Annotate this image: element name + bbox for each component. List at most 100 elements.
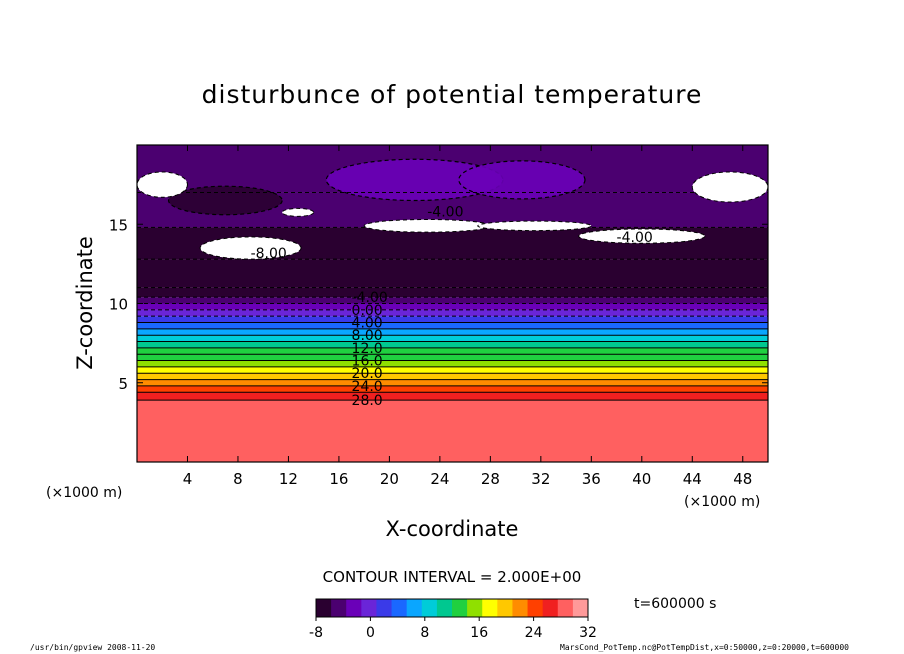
field-layer <box>137 287 768 298</box>
x-tick-label: 36 <box>582 470 601 488</box>
colorbar-swatch <box>542 599 559 617</box>
blank-region <box>363 218 491 233</box>
contour-label: 20.0 <box>352 366 383 382</box>
x-tick-label: 44 <box>683 470 702 488</box>
x-tick-label: 24 <box>430 470 449 488</box>
x-axis-label: X-coordinate <box>386 517 519 541</box>
field-layer <box>137 373 768 380</box>
colorbar-swatch <box>497 599 513 617</box>
x-tick-label: 12 <box>279 470 298 488</box>
colorbar-ticks: -8 0 8 16 24 32 <box>309 617 597 641</box>
x-axis-unit: (×1000 m) <box>684 494 760 510</box>
plot-area <box>137 145 768 462</box>
colorbar-swatch <box>331 599 347 617</box>
contour-label: 24.0 <box>352 379 383 395</box>
field-layer <box>137 379 768 386</box>
colorbar-swatch <box>527 599 544 617</box>
footer-right: MarsCond_PotTemp.nc@PotTempDist,x=0:5000… <box>560 643 849 652</box>
colorbar-tick-label: 8 <box>420 625 429 641</box>
x-tick-label: 8 <box>233 470 243 488</box>
colorbar-tick-label: 16 <box>470 625 488 641</box>
y-axis-label: Z-coordinate <box>73 236 97 370</box>
contour-labels: -4.00-4.00-8.00-4.000.004.008.0012.016.0… <box>251 205 653 410</box>
contour-label: -4.00 <box>617 230 653 246</box>
field-layer <box>137 347 768 355</box>
colorbar-swatch <box>557 599 574 617</box>
colorbar-frame <box>315 598 589 618</box>
contour-lines <box>137 192 768 401</box>
field-layer <box>137 366 768 374</box>
x-tick-label: 20 <box>380 470 399 488</box>
footer-left: /usr/bin/gpview 2008-11-20 <box>30 643 155 652</box>
contour-label: 8.00 <box>352 328 383 344</box>
colorbar-tick-label: 24 <box>525 625 543 641</box>
contour-label: 16.0 <box>352 354 383 370</box>
y-tick-label: 15 <box>109 216 128 234</box>
contour-label: -4.00 <box>352 290 388 306</box>
contour-label: 28.0 <box>352 393 383 409</box>
field-layer <box>137 328 768 336</box>
colorbar-swatch <box>512 599 529 617</box>
colorbar <box>316 599 589 617</box>
colorbar-swatch <box>482 599 498 617</box>
blank-region <box>578 228 706 244</box>
core-contour <box>458 160 586 200</box>
blank-region <box>477 220 592 232</box>
x-tick-label: 16 <box>329 470 348 488</box>
contour-label: 4.00 <box>352 316 383 332</box>
y-axis-ticks: 5 10 15 <box>109 216 768 393</box>
field-layer <box>137 309 768 317</box>
colorbar-tick-label: 32 <box>579 625 597 641</box>
blank-region <box>199 236 302 260</box>
field-layer <box>137 303 768 310</box>
field-layer <box>137 385 768 393</box>
missing-regions <box>137 171 768 260</box>
field-layer <box>137 316 768 323</box>
colorbar-swatch <box>346 599 362 617</box>
x-axis-ticks: 4 8 12 16 20 24 28 32 36 40 44 48 <box>183 145 752 488</box>
x-tick-label: 48 <box>733 470 752 488</box>
y-tick-label: 10 <box>109 296 128 314</box>
colorbar-swatch <box>436 599 453 617</box>
field-core <box>326 159 503 201</box>
field-layer <box>137 297 768 304</box>
field-core <box>168 186 283 215</box>
contour-interval-text: CONTOUR INTERVAL = 2.000E+00 <box>323 568 582 586</box>
colorbar-swatch <box>361 599 377 617</box>
x-tick-label: 40 <box>632 470 651 488</box>
colorbar-swatch <box>452 599 468 617</box>
chart-title: disturbunce of potential temperature <box>202 80 703 109</box>
field-layer <box>137 335 768 342</box>
colorbar-swatch <box>391 599 408 617</box>
x-tick-label: 28 <box>481 470 500 488</box>
field-layer <box>137 322 768 329</box>
contour-label: 12.0 <box>352 341 383 357</box>
field-layer <box>137 354 768 361</box>
contour-label: -4.00 <box>427 205 463 221</box>
blank-region <box>281 207 315 217</box>
time-text: t=600000 s <box>634 596 716 612</box>
core-contour <box>167 185 283 216</box>
field-layer <box>137 392 768 401</box>
x-tick-label: 32 <box>531 470 550 488</box>
colorbar-swatch <box>467 599 483 617</box>
contour-label: -8.00 <box>251 246 287 262</box>
colorbar-swatch <box>572 599 589 617</box>
colorbar-tick-label: 0 <box>366 625 375 641</box>
field-layer <box>137 341 768 348</box>
y-tick-label: 5 <box>118 375 128 393</box>
colorbar-swatch <box>376 599 393 617</box>
y-axis-unit: (×1000 m) <box>46 485 122 501</box>
field-layer <box>137 400 768 462</box>
contour-label: 0.00 <box>352 303 383 319</box>
field-layer <box>137 259 768 288</box>
colorbar-swatch <box>316 599 332 617</box>
field-cores <box>167 158 586 216</box>
blank-region <box>691 171 768 203</box>
field-core <box>458 160 586 199</box>
field-layer <box>137 360 768 367</box>
colorbar-swatch <box>421 599 438 617</box>
colorbar-swatch <box>406 599 423 617</box>
blank-region <box>137 171 188 198</box>
